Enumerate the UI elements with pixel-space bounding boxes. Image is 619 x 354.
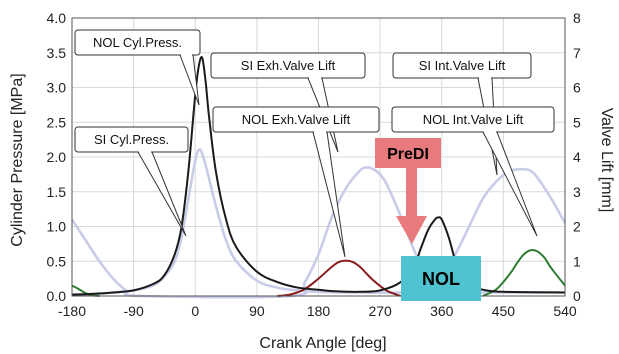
y2-tick-label: 1 — [573, 253, 581, 269]
predi-arrow-head — [396, 216, 427, 244]
y2-tick-label: 7 — [573, 45, 581, 61]
x-tick-label: 180 — [307, 303, 331, 319]
callout-pointer — [179, 54, 200, 106]
tick-labels: -180 -90 0 90 180 270 360 450 5400.00.51.01.52.0… — [47, 10, 581, 319]
y-tick-label: 0.0 — [47, 288, 67, 304]
callout-label: SI Cyl.Press. — [94, 132, 169, 147]
callout-pointer — [482, 131, 538, 237]
callout-box — [74, 126, 189, 153]
callout-label: NOL Cyl.Press. — [93, 35, 182, 50]
callout: NOL Int.Valve Lift — [391, 106, 555, 237]
y2-tick-label: 4 — [573, 149, 581, 165]
predi-label: PreDI — [387, 146, 429, 163]
callout-box — [391, 106, 555, 133]
y-tick-label: 1.0 — [47, 219, 67, 235]
y2-tick-label: 2 — [573, 219, 581, 235]
callout: SI Cyl.Press. — [74, 126, 189, 237]
series-line-nol-int-valve-lift — [482, 248, 566, 297]
nol-box — [401, 256, 481, 301]
nol-label: NOL — [422, 269, 460, 289]
x-axis-title: Crank Angle [deg] — [259, 335, 386, 352]
y-tick-label: 3.0 — [47, 80, 67, 96]
plot-frame — [71, 17, 566, 297]
series-line-nol-cyl-press — [71, 56, 566, 296]
callout-pointer — [137, 151, 187, 237]
x-tick-label: 270 — [368, 303, 392, 319]
predi-arrow-shaft — [406, 168, 417, 218]
y2-tick-label: 6 — [573, 80, 581, 96]
y-tick-label: 2.5 — [47, 114, 67, 130]
callouts: NOL Cyl.Press. SI Cyl.Press. SI Exh.Valve … — [74, 29, 555, 258]
x-tick-label: 450 — [492, 303, 516, 319]
plot-border — [71, 17, 566, 297]
callout-label: NOL Exh.Valve Lift — [242, 112, 351, 127]
callout-box — [212, 106, 380, 133]
y-tick-label: 2.0 — [47, 149, 67, 165]
series-line-si-cyl-press — [71, 148, 565, 296]
callout: NOL Cyl.Press. — [74, 29, 201, 106]
predi-box — [375, 138, 441, 168]
y2-tick-label: 0 — [573, 288, 581, 304]
x-tick-label: 360 — [430, 303, 454, 319]
y2-tick-label: 5 — [573, 114, 581, 130]
x-tick-label: 540 — [553, 303, 577, 319]
callout-box — [74, 29, 201, 56]
callout: SI Exh.Valve Lift — [210, 52, 366, 153]
callout-box — [210, 52, 366, 79]
callout-pointer — [312, 131, 346, 258]
y-tick-label: 4.0 — [47, 10, 67, 26]
predi-marker: PreDI — [375, 138, 441, 244]
y-tick-label: 1.5 — [47, 184, 67, 200]
y2-tick-label: 8 — [573, 10, 581, 26]
y-tick-label: 3.5 — [47, 45, 67, 61]
x-tick-label: -180 — [58, 303, 86, 319]
callout-label: NOL Int.Valve Lift — [423, 112, 524, 127]
callout-label: SI Exh.Valve Lift — [241, 58, 336, 73]
x-tick-label: 90 — [249, 303, 265, 319]
x-tick-label: -90 — [124, 303, 144, 319]
callout: NOL Exh.Valve Lift — [212, 106, 380, 258]
nol-marker: NOL — [401, 256, 481, 301]
y-axis-title: Cylinder Pressure [MPa] — [9, 73, 26, 246]
callout-box — [392, 52, 532, 79]
y2-axis-title: Valve Lift [mm] — [598, 108, 615, 213]
callout-label: SI Int.Valve Lift — [419, 58, 506, 73]
y-tick-label: 0.5 — [47, 253, 67, 269]
y2-tick-label: 3 — [573, 184, 581, 200]
x-tick-label: 0 — [191, 303, 199, 319]
